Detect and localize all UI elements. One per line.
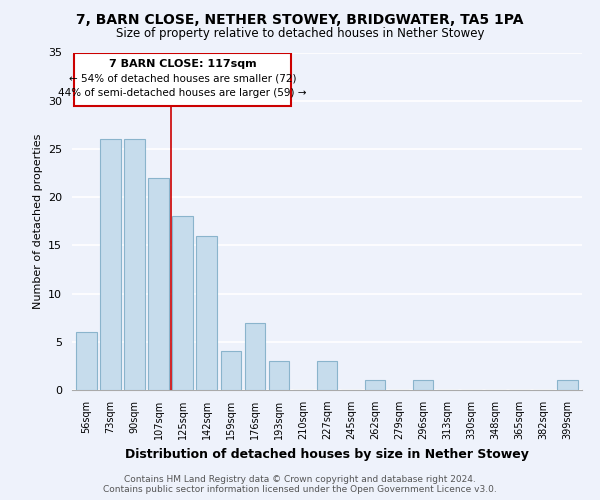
Text: Contains HM Land Registry data © Crown copyright and database right 2024.
Contai: Contains HM Land Registry data © Crown c… [103, 474, 497, 494]
Bar [245, 322, 265, 390]
Bar [148, 178, 169, 390]
Bar [221, 352, 241, 390]
Bar [100, 140, 121, 390]
Bar [172, 216, 193, 390]
Text: ← 54% of detached houses are smaller (72): ← 54% of detached houses are smaller (72… [69, 74, 296, 84]
X-axis label: Distribution of detached houses by size in Nether Stowey: Distribution of detached houses by size … [125, 448, 529, 460]
Bar [196, 236, 217, 390]
Y-axis label: Number of detached properties: Number of detached properties [32, 134, 43, 309]
Bar [124, 140, 145, 390]
Bar [413, 380, 433, 390]
Bar [76, 332, 97, 390]
Bar [269, 361, 289, 390]
Bar [365, 380, 385, 390]
Bar [557, 380, 578, 390]
FancyBboxPatch shape [74, 52, 291, 106]
Bar [317, 361, 337, 390]
Text: 44% of semi-detached houses are larger (59) →: 44% of semi-detached houses are larger (… [58, 88, 307, 98]
Text: Size of property relative to detached houses in Nether Stowey: Size of property relative to detached ho… [116, 28, 484, 40]
Text: 7 BARN CLOSE: 117sqm: 7 BARN CLOSE: 117sqm [109, 60, 256, 70]
Text: 7, BARN CLOSE, NETHER STOWEY, BRIDGWATER, TA5 1PA: 7, BARN CLOSE, NETHER STOWEY, BRIDGWATER… [76, 12, 524, 26]
